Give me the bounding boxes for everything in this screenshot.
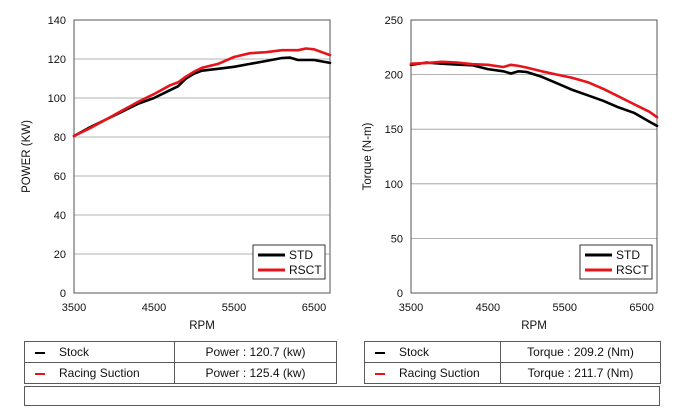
series-color-dash: [375, 351, 385, 354]
x-tick-label: 4500: [476, 302, 500, 314]
legend-box: [252, 244, 326, 280]
torque-summary-table: Stock Torque : 209.2 (Nm) Racing Suction…: [364, 341, 661, 384]
x-tick-label: 6500: [302, 302, 326, 314]
legend-label-rsct: RSCT: [289, 263, 322, 277]
series-line-std: [409, 61, 659, 128]
plot-frame: [410, 19, 658, 294]
table-row: Racing Suction Torque : 211.7 (Nm): [364, 362, 661, 384]
y-tick-label: 0: [60, 288, 66, 300]
table-row: Stock Power : 120.7 (kw): [24, 341, 337, 363]
series-name-cell: Racing Suction: [24, 362, 175, 384]
series-color-dash: [35, 372, 45, 375]
y-tick-label: 80: [54, 132, 66, 144]
peak-value-cell: Torque : 211.7 (Nm): [500, 362, 661, 384]
peak-value-cell: Power : 125.4 (kw): [174, 362, 337, 384]
table-row: Stock Torque : 209.2 (Nm): [364, 341, 661, 363]
y-tick-label: 60: [54, 171, 66, 183]
y-tick-label: 40: [54, 210, 66, 222]
empty-footer-box: [24, 386, 660, 406]
y-tick-label: 100: [48, 93, 66, 105]
x-tick-label: 3500: [62, 302, 86, 314]
y-tick-label: 200: [385, 70, 403, 82]
peak-value-cell: Power : 120.7 (kw): [174, 341, 337, 363]
legend-label-std: STD: [616, 248, 640, 262]
power-summary-table: Stock Power : 120.7 (kw) Racing Suction …: [24, 341, 337, 384]
x-tick-label: 3500: [399, 302, 423, 314]
series-line-rsct: [409, 60, 659, 119]
legend-label-std: STD: [289, 248, 313, 262]
y-tick-label: 150: [385, 124, 403, 136]
y-tick-label: 50: [391, 233, 403, 245]
series-color-dash: [375, 372, 385, 375]
x-tick-label: 5500: [553, 302, 577, 314]
series-name: Stock: [399, 345, 430, 359]
x-tick-label: 6500: [629, 302, 653, 314]
peak-value-cell: Torque : 209.2 (Nm): [500, 341, 661, 363]
y-axis-title: POWER (KW): [21, 120, 33, 193]
torque-chart: 0 50 100 150 200 250 3500 4500 5500 6500 RPM Torque…: [362, 15, 659, 332]
plot-frame: [73, 19, 331, 294]
legend-label-rsct: RSCT: [616, 263, 649, 277]
y-tick-label: 140: [48, 15, 66, 27]
series-color-dash: [35, 351, 45, 354]
x-tick-label: 4500: [142, 302, 166, 314]
series-name-cell: Stock: [364, 341, 501, 363]
power-chart: 0 20 40 60 80 100 120 140 3500 4500 5500 6500 RPM POW…: [21, 15, 332, 332]
legend-box: [579, 244, 653, 280]
series-line-rsct: [72, 47, 332, 138]
y-tick-label: 0: [397, 288, 403, 300]
y-tick-label: 120: [48, 54, 66, 66]
y-tick-label: 20: [54, 249, 66, 261]
x-tick-label: 5500: [222, 302, 246, 314]
series-name-cell: Stock: [24, 341, 175, 363]
table-row: Racing Suction Power : 125.4 (kw): [24, 362, 337, 384]
series-name: Stock: [59, 345, 90, 359]
charts-area: 0 20 40 60 80 100 120 140 3500 4500 5500 6500 RPM POW…: [21, 15, 659, 332]
y-tick-label: 250: [385, 15, 403, 27]
series-name: Racing Suction: [399, 366, 480, 380]
y-axis-title: Torque (N-m): [362, 122, 374, 190]
y-tick-label: 100: [385, 179, 403, 191]
x-axis-title: RPM: [189, 320, 215, 332]
series-name-cell: Racing Suction: [364, 362, 501, 384]
x-axis-title: RPM: [521, 320, 547, 332]
series-name: Racing Suction: [59, 366, 140, 380]
